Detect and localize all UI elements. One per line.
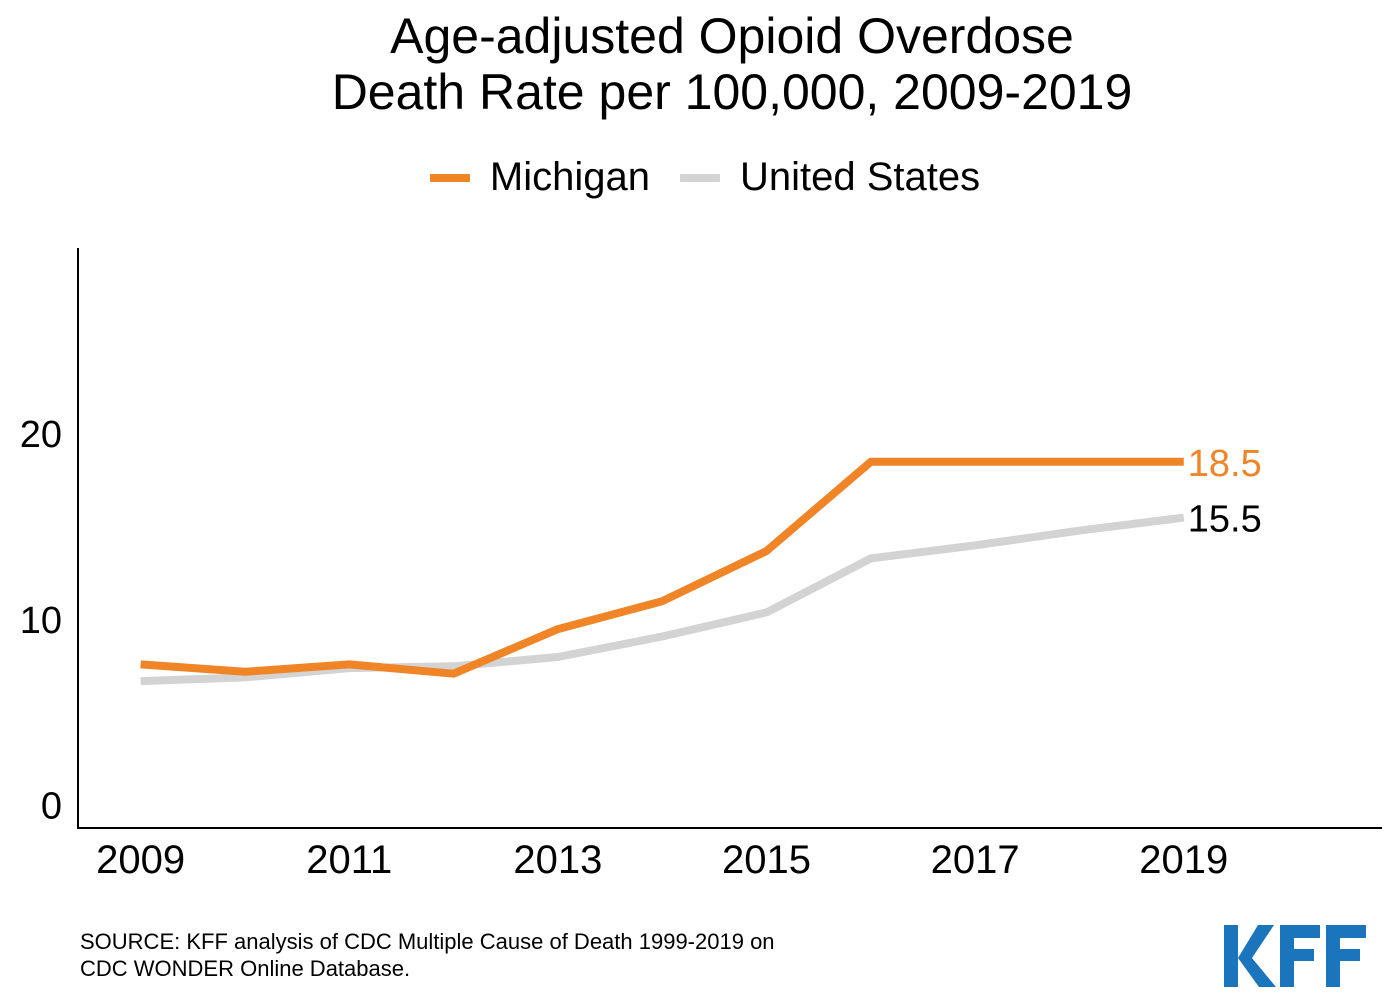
y-tick-label: 20 bbox=[20, 414, 62, 456]
x-tick-label: 2015 bbox=[722, 838, 811, 882]
x-tick-label: 2017 bbox=[931, 838, 1020, 882]
source-line-2: CDC WONDER Online Database. bbox=[80, 956, 411, 981]
legend-item-united-states: United States bbox=[670, 155, 980, 200]
kff-logo bbox=[1224, 925, 1366, 987]
chart-title: Age-adjusted Opioid Overdose Death Rate … bbox=[0, 8, 1400, 120]
x-tick-label: 2019 bbox=[1139, 838, 1228, 882]
end-label-michigan: 18.5 bbox=[1188, 443, 1262, 485]
legend-swatch-michigan bbox=[429, 173, 470, 182]
chart-legend: Michigan United States bbox=[0, 155, 1400, 200]
legend-label-united-states: United States bbox=[739, 155, 981, 199]
series-line-michigan bbox=[140, 457, 1184, 678]
legend-label-michigan: Michigan bbox=[489, 155, 650, 199]
x-tick-label: 2009 bbox=[96, 838, 185, 882]
y-tick-label: 10 bbox=[20, 600, 62, 642]
chart-title-line-2: Death Rate per 100,000, 2009-2019 bbox=[331, 64, 1133, 120]
chart-title-line-1: Age-adjusted Opioid Overdose bbox=[390, 8, 1074, 64]
source-line-1: SOURCE: KFF analysis of CDC Multiple Cau… bbox=[80, 929, 775, 954]
x-tick-label: 2013 bbox=[513, 838, 602, 882]
legend-item-michigan: Michigan bbox=[420, 155, 650, 200]
series-line-united-states bbox=[140, 513, 1185, 686]
kff-logo-mark bbox=[1224, 925, 1366, 987]
y-tick-label: 0 bbox=[41, 786, 62, 828]
end-label-united-states: 15.5 bbox=[1188, 499, 1262, 541]
source-note: SOURCE: KFF analysis of CDC Multiple Cau… bbox=[80, 928, 980, 982]
legend-swatch-united-states bbox=[679, 173, 720, 182]
x-tick-label: 2011 bbox=[306, 838, 392, 882]
